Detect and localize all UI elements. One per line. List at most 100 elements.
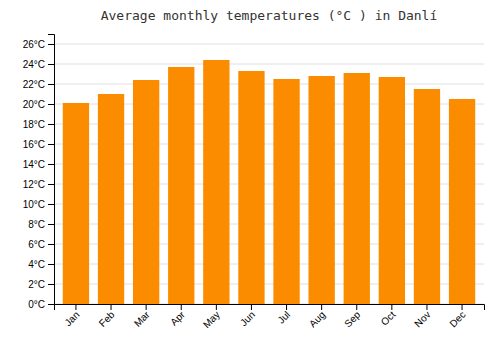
x-tick-label: Aug (307, 309, 327, 329)
x-tick-label: Jan (62, 309, 81, 328)
x-axis: Jan Feb Mar Apr May Jun Jul Aug Sep Oct Nov Dec (55, 304, 485, 330)
x-tick-label: Sep (342, 309, 363, 330)
y-tick-label: 24°C (23, 59, 45, 70)
bar (414, 89, 440, 304)
y-tick-label: 0°C (28, 299, 45, 310)
x-tick: May (201, 304, 222, 330)
y-tick-mark (48, 164, 54, 165)
title: Average monthly temperatures (°C ) in Da… (101, 8, 438, 23)
y-tick-mark (48, 44, 54, 45)
x-axis-line (55, 305, 485, 311)
chart: 0°C 2°C 4°C 6°C 8°C 10°C 12°C 14°C 16°C 18°C 20°C 2… (0, 0, 500, 350)
y-tick-mark (48, 304, 54, 305)
y-tick-label: 4°C (28, 259, 45, 270)
y-tick: 6°C (28, 239, 54, 250)
y-tick-mark (48, 64, 54, 65)
y-tick: 8°C (28, 219, 54, 230)
x-tick: Feb (97, 304, 117, 329)
y-tick: 18°C (23, 119, 54, 130)
bar (308, 76, 334, 304)
bar (168, 67, 194, 304)
y-tick: 22°C (23, 79, 54, 90)
x-tick-mark (391, 304, 392, 310)
x-tick-mark (286, 304, 287, 310)
y-tick: 10°C (23, 199, 54, 210)
y-tick: 26°C (23, 39, 54, 50)
y-tick: 4°C (28, 259, 54, 270)
x-tick-mark (111, 304, 112, 310)
y-tick: 2°C (28, 279, 54, 290)
y-tick: 24°C (23, 59, 54, 70)
x-tick-label: Jul (275, 309, 292, 326)
bar (238, 71, 264, 304)
y-tick: 14°C (23, 159, 54, 170)
x-tick-mark (146, 304, 147, 310)
bar (203, 60, 229, 304)
y-tick: 0°C (28, 299, 54, 310)
x-tick: Sep (342, 304, 363, 329)
x-tick: Jun (238, 304, 257, 328)
y-tick-label: 16°C (23, 139, 45, 150)
x-tick-label: Oct (379, 309, 398, 328)
y-tick: 16°C (23, 139, 54, 150)
x-tick-mark (181, 304, 182, 310)
x-tick-label: Nov (412, 309, 432, 329)
x-tick-label: May (201, 309, 222, 330)
x-tick-mark (426, 304, 427, 310)
plot: 0°C 2°C 4°C 6°C 8°C 10°C 12°C 14°C 16°C 18°C 20°C 2… (23, 35, 485, 331)
bar (344, 73, 370, 304)
y-axis: 0°C 2°C 4°C 6°C 8°C 10°C 12°C 14°C 16°C 18°C 20°C 2… (23, 35, 55, 310)
x-tick: Nov (412, 304, 432, 329)
y-tick-mark (48, 144, 54, 145)
grid (54, 44, 484, 304)
y-tick-mark (48, 264, 54, 265)
x-tick: Dec (447, 304, 467, 329)
grid-line (54, 44, 484, 45)
y-tick-mark (48, 184, 54, 185)
x-tick-label: Dec (447, 309, 467, 329)
y-tick-mark (48, 84, 54, 85)
grid-line (54, 64, 484, 65)
y-tick-mark (48, 104, 54, 105)
y-tick-mark (48, 224, 54, 225)
x-tick-mark (251, 304, 252, 310)
x-tick-label: Apr (168, 308, 187, 327)
x-tick-mark (356, 304, 357, 310)
x-tick: Aug (307, 304, 327, 329)
bar (449, 99, 475, 304)
bar (133, 80, 159, 304)
x-tick-mark (462, 304, 463, 310)
y-tick-label: 6°C (28, 239, 45, 250)
y-tick-label: 8°C (28, 219, 45, 230)
bar (273, 79, 299, 304)
x-tick: Jan (62, 304, 81, 328)
bar (63, 103, 89, 304)
y-tick-label: 18°C (23, 119, 45, 130)
y-tick-label: 20°C (23, 99, 45, 110)
grid-line (54, 84, 484, 85)
y-tick-label: 22°C (23, 79, 45, 90)
bars (63, 60, 475, 304)
y-tick: 12°C (23, 179, 54, 190)
x-tick-label: Jun (238, 309, 257, 328)
y-tick-mark (48, 284, 54, 285)
y-tick-mark (48, 244, 54, 245)
y-tick-label: 26°C (23, 39, 45, 50)
x-tick-mark (321, 304, 322, 310)
x-tick: Mar (132, 304, 152, 329)
x-tick: Jul (275, 304, 292, 326)
x-tick-label: Feb (97, 309, 117, 329)
x-tick-label: Mar (132, 308, 152, 328)
y-tick-label: 10°C (23, 199, 45, 210)
y-tick: 20°C (23, 99, 54, 110)
bar (379, 77, 405, 304)
x-tick-mark (75, 304, 76, 310)
x-tick-mark (216, 304, 217, 310)
y-tick-label: 2°C (28, 279, 45, 290)
y-tick-mark (48, 204, 54, 205)
y-tick-label: 12°C (23, 179, 45, 190)
y-tick-label: 14°C (23, 159, 45, 170)
y-tick-mark (48, 124, 54, 125)
bar (98, 94, 124, 304)
y-axis-line (48, 35, 55, 305)
